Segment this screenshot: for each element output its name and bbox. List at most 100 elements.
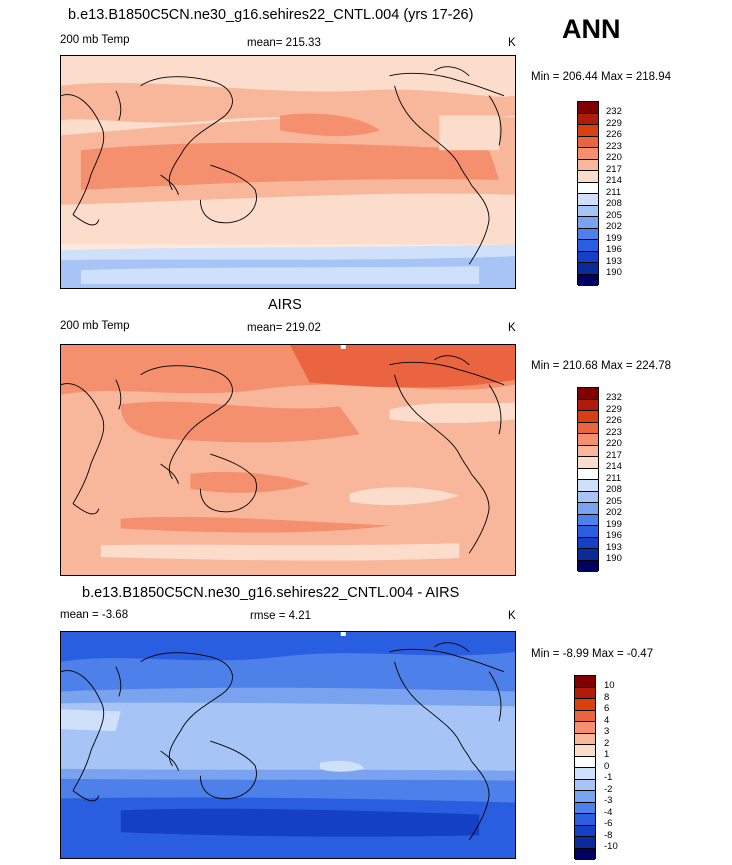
panel-2-colorbar-tick: 199	[606, 518, 622, 530]
panel-1-map-svg	[61, 56, 515, 288]
panel-3-colorbar-segment	[575, 722, 595, 734]
panel-1-colorbar-segment	[578, 148, 598, 160]
panel-3-colorbar-segment	[575, 768, 595, 780]
panel-1-minmax: Min = 206.44 Max = 218.94	[531, 71, 672, 83]
panel-1-colorbar	[577, 101, 599, 286]
panel-2-colorbar-tick: 202	[606, 507, 622, 518]
panel-3-colorbar-segment	[575, 779, 595, 791]
panel-1-colorbar-segment	[578, 251, 598, 263]
panel-3-mean: mean = -3.68	[60, 609, 129, 621]
panel-3-colorbar-tick: 8	[604, 691, 610, 703]
panel-3-colorbar-tick: -3	[604, 795, 613, 806]
panel-3-map-svg	[61, 632, 515, 858]
panel-3-colorbar-tick: -10	[604, 841, 618, 852]
panel-2-colorbar-tick: 223	[606, 426, 622, 438]
panel-3-colorbar-segment	[575, 848, 595, 860]
panel-1-colorbar-tick: 214	[606, 175, 622, 186]
panel-3-colorbar-segment	[575, 837, 595, 849]
panel-2-units: K	[508, 322, 516, 334]
panel-2-colorbar-tick: 193	[606, 541, 622, 553]
panel-1-colorbar-segment	[578, 171, 598, 183]
panel-2-colorbar-segment	[578, 480, 598, 492]
panel-2-minmax: Min = 210.68 Max = 224.78	[531, 360, 672, 372]
panel-1-colorbar-segment	[578, 274, 598, 286]
panel-2-colorbar-tick: 205	[606, 495, 622, 507]
panel-1-mean: mean= 215.33	[247, 37, 321, 49]
panel-2-colorbar-segment	[578, 560, 598, 572]
panel-1-colorbar-segment	[578, 194, 598, 206]
panel-1-title: b.e13.B1850C5CN.ne30_g16.sehires22_CNTL.…	[68, 7, 474, 23]
panel-2-colorbar-segment	[578, 526, 598, 538]
panel-3-colorbar-segment	[575, 756, 595, 768]
panel-1-colorbar-tick: 211	[606, 186, 622, 198]
panel-2-colorbar-segment	[578, 411, 598, 423]
panel-3-colorbar-tick: 6	[604, 703, 610, 714]
panel-2-colorbar-segment	[578, 399, 598, 411]
panel-2-colorbar-tick: 190	[606, 553, 622, 564]
panel-3-colorbar-segment	[575, 699, 595, 711]
panel-1-variable: 200 mb Temp	[60, 34, 130, 46]
panel-2-colorbar	[577, 387, 599, 572]
panel-2-colorbar-tick: 229	[606, 403, 622, 415]
panel-2-colorbar-segment	[578, 549, 598, 561]
panel-3-colorbar-segment	[575, 676, 595, 688]
panel-2-colorbar-tick: 217	[606, 449, 622, 461]
panel-2-colorbar-segment	[578, 491, 598, 503]
panel-1-colorbar-tick: 226	[606, 129, 622, 140]
panel-3-colorbar-segment	[575, 791, 595, 803]
panel-3-colorbar-tick: 0	[604, 760, 610, 772]
panel-2-colorbar-segment	[578, 434, 598, 446]
panel-2-colorbar-tick: 211	[606, 472, 622, 484]
panel-1-colorbar-segment	[578, 159, 598, 171]
panel-1-colorbar-segment	[578, 136, 598, 148]
panel-3-colorbar-segment	[575, 687, 595, 699]
panel-1-colorbar-tick: 223	[606, 140, 622, 152]
panel-1-colorbar-segment	[578, 182, 598, 194]
panel-3-minmax: Min = -8.99 Max = -0.47	[531, 648, 654, 660]
panel-1-colorbar-tick: 232	[606, 106, 622, 117]
panel-1-colorbar-tick: 205	[606, 209, 622, 221]
panel-1-colorbar-segment	[578, 217, 598, 229]
panel-2-colorbar-segment	[578, 537, 598, 549]
panel-3-colorbar-tick: -2	[604, 783, 613, 795]
panel-3-colorbar-tick: -1	[604, 772, 613, 783]
panel-1-colorbar-tick: 229	[606, 117, 622, 129]
panel-1-colorbar-segment	[578, 113, 598, 125]
panel-3-colorbar-segment	[575, 814, 595, 826]
panel-1-colorbar-tick: 217	[606, 163, 622, 175]
panel-3-colorbar-segment	[575, 710, 595, 722]
panel-1-units: K	[508, 37, 516, 49]
panel-3-colorbar-tick: 1	[604, 749, 610, 760]
panel-2-map-svg	[61, 345, 515, 575]
panel-2-colorbar-tick: 226	[606, 415, 622, 426]
panel-1-colorbar-segment	[578, 240, 598, 252]
panel-3-map	[60, 631, 516, 859]
panel-2-colorbar-segment	[578, 468, 598, 480]
panel-1-colorbar-segment	[578, 125, 598, 137]
panel-3-title: b.e13.B1850C5CN.ne30_g16.sehires22_CNTL.…	[82, 585, 460, 601]
panel-1-colorbar-segment	[578, 102, 598, 114]
panel-2-colorbar-tick: 196	[606, 530, 622, 541]
panel-1-colorbar-segment	[578, 228, 598, 240]
panel-3-units: K	[508, 610, 516, 622]
panel-3-colorbar	[574, 675, 596, 860]
panel-1-colorbar-tick: 220	[606, 152, 622, 163]
panel-2-map	[60, 344, 516, 576]
panel-1-colorbar-tick: 208	[606, 198, 622, 209]
panel-2-colorbar-segment	[578, 388, 598, 400]
panel-2-colorbar-segment	[578, 445, 598, 457]
panel-3-colorbar-tick: -4	[604, 806, 613, 818]
panel-1-colorbar-tick: 202	[606, 221, 622, 232]
panel-1-map	[60, 55, 516, 289]
panel-2-colorbar-tick: 214	[606, 461, 622, 472]
panel-1-colorbar-tick: 190	[606, 267, 622, 278]
panel-1-colorbar-segment	[578, 205, 598, 217]
panel-1-colorbar-tick: 199	[606, 232, 622, 244]
panel-2-colorbar-segment	[578, 422, 598, 434]
panel-1-colorbar-tick: 193	[606, 255, 622, 267]
panel-2-colorbar-segment	[578, 503, 598, 515]
panel-3-colorbar-tick: -8	[604, 829, 613, 841]
panel-3-colorbar-segment	[575, 745, 595, 757]
panel-3-colorbar-segment	[575, 825, 595, 837]
panel-3-colorbar-tick: -6	[604, 818, 613, 829]
